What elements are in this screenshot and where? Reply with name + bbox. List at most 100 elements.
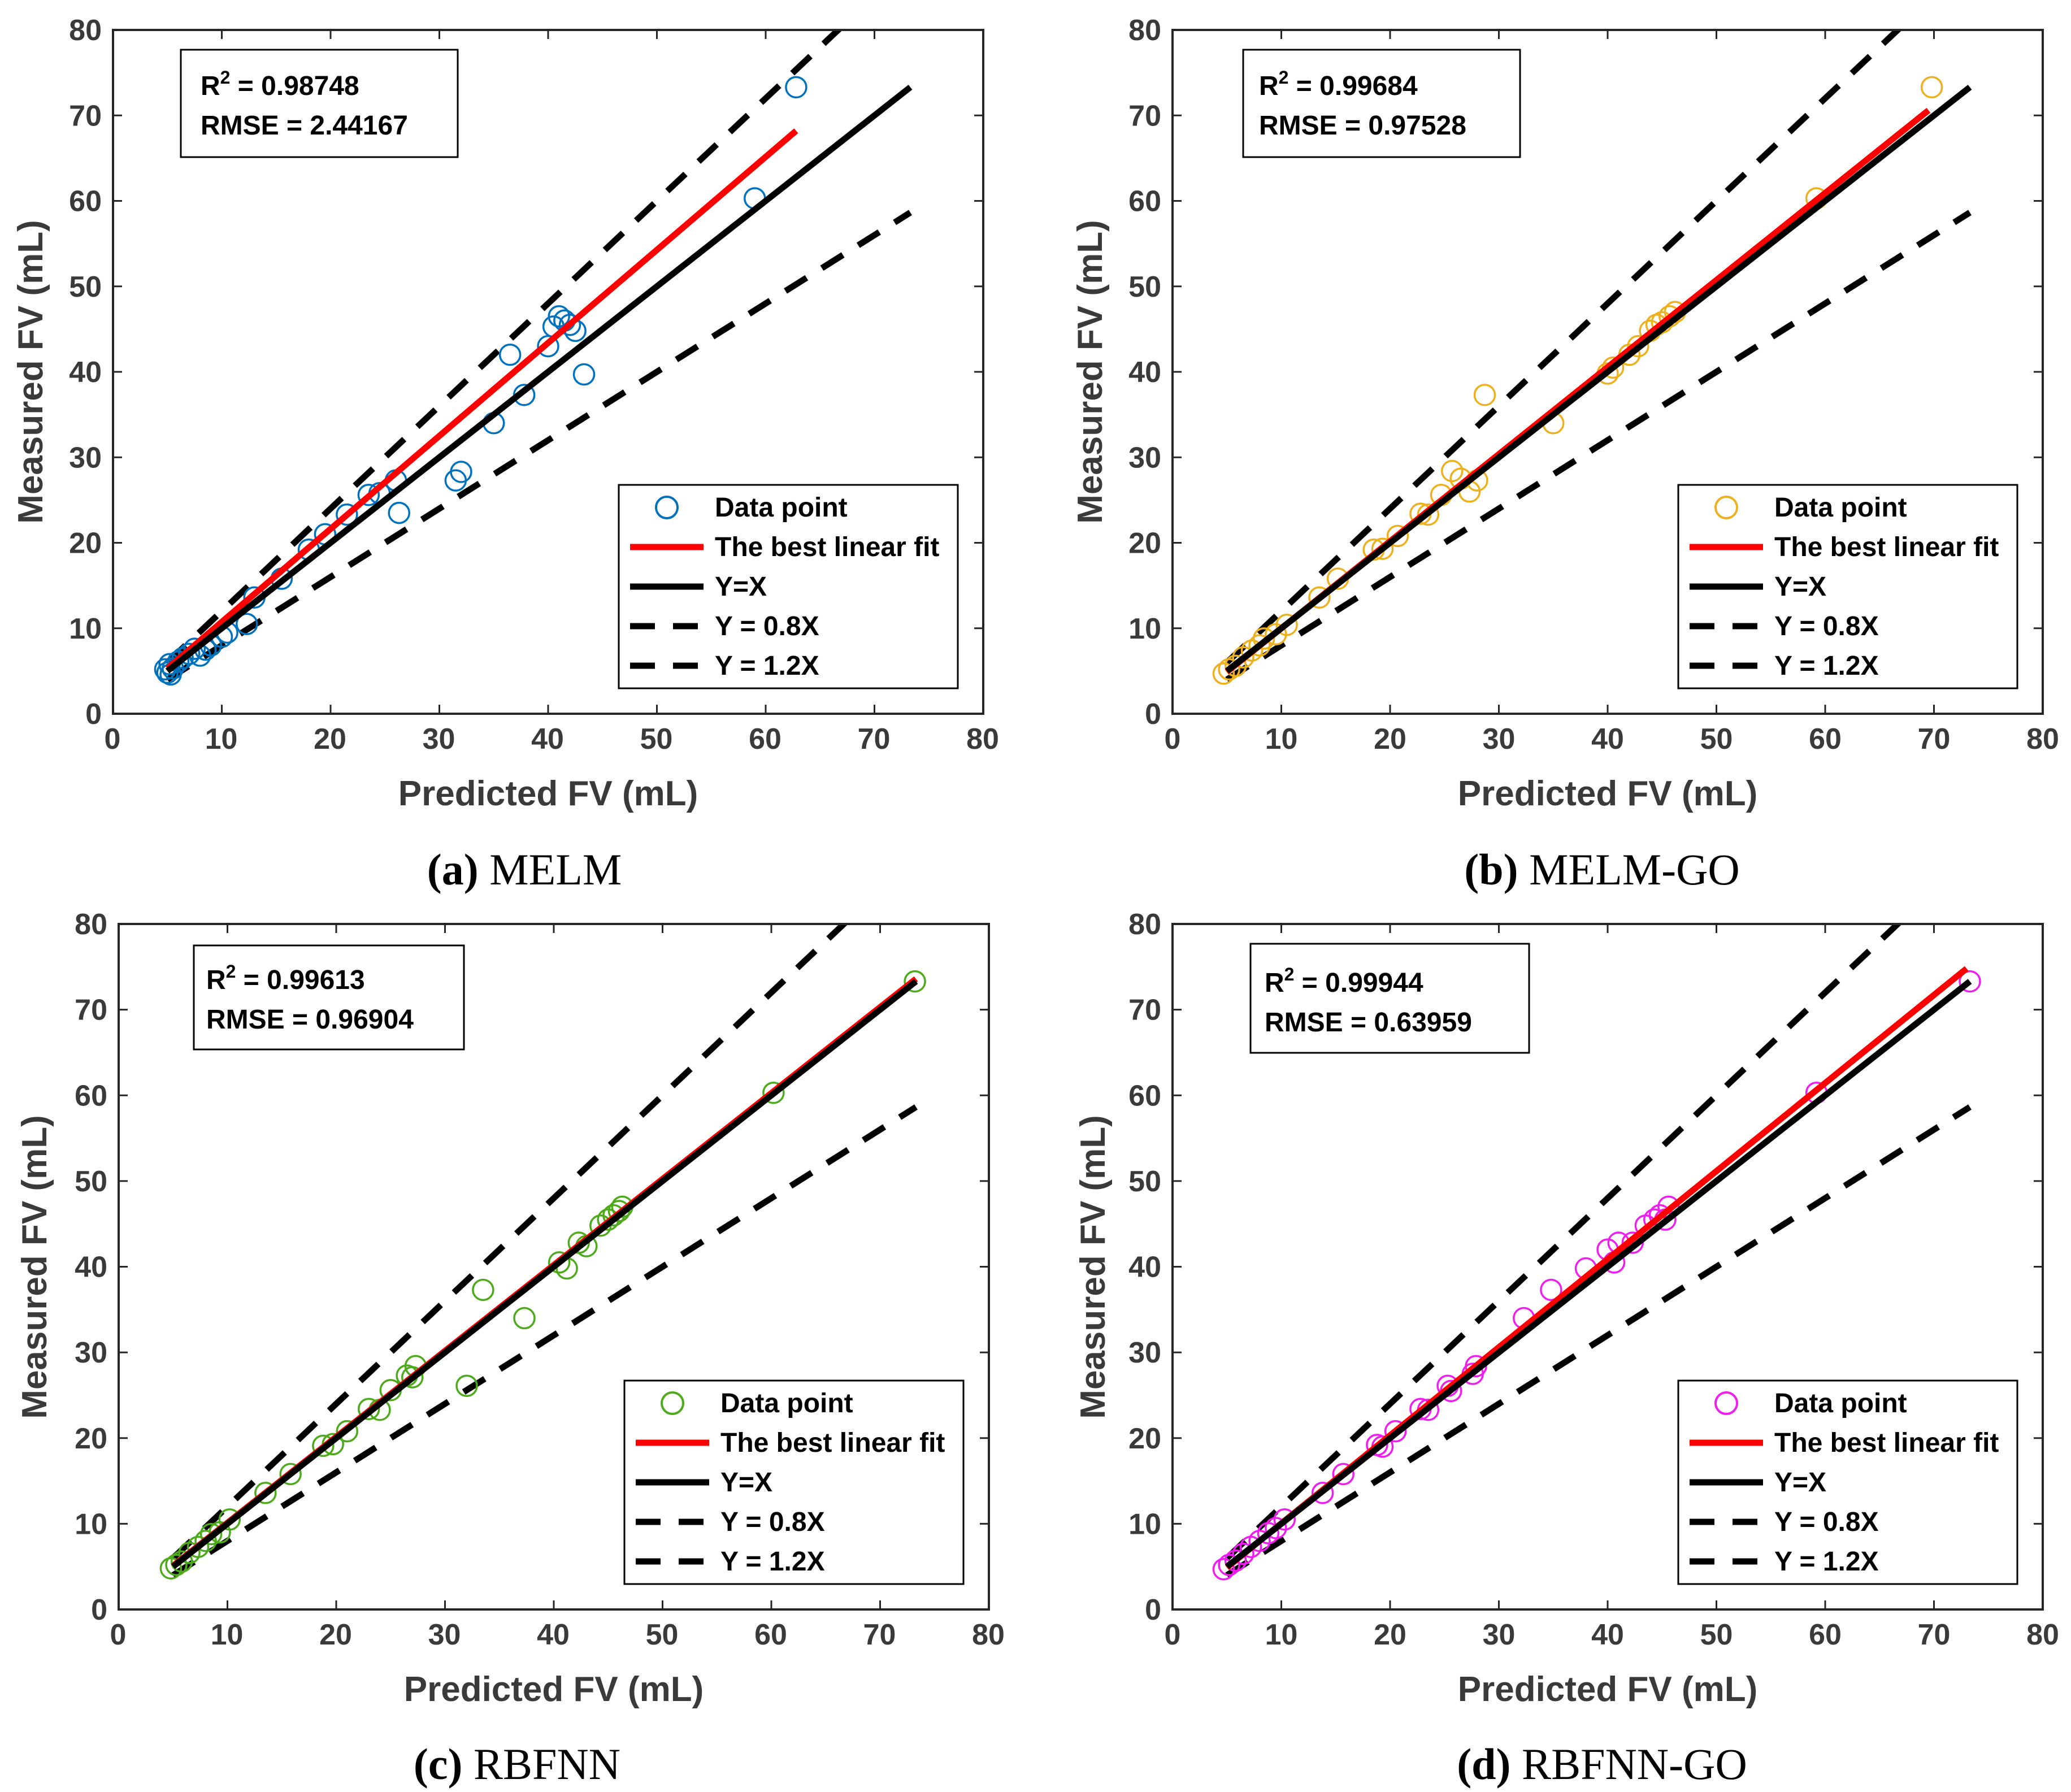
data-point <box>1248 1529 1271 1552</box>
caption-letter: (b) <box>1464 845 1518 894</box>
r2-value: = 0.98748 <box>230 71 359 101</box>
data-point <box>1273 1508 1296 1531</box>
y-tick-label: 60 <box>1128 185 1161 218</box>
legend: Data point The best linear fit Y=X Y = 0… <box>623 1379 965 1585</box>
legend: Data point The best linear fit Y=X Y = 0… <box>1677 484 2018 689</box>
data-point <box>170 1550 193 1573</box>
plot-area-border <box>1171 923 2044 1611</box>
y-tick-label: 60 <box>1128 1079 1161 1112</box>
x-tick-label: 80 <box>972 1619 1005 1651</box>
y-tick-label: 10 <box>69 613 102 645</box>
data-point <box>357 484 380 506</box>
y-tick-label: 60 <box>69 185 102 218</box>
x-axis-label: Predicted FV (mL) <box>404 1670 704 1709</box>
x-tick-label: 70 <box>858 723 891 756</box>
plot-series <box>154 30 913 686</box>
y-tick-label: 0 <box>1145 698 1161 731</box>
data-point <box>159 1557 183 1580</box>
legend-label-y-equals-x: Y=X <box>715 572 767 602</box>
plot-series <box>1212 924 1981 1581</box>
data-point <box>358 1398 380 1420</box>
y-tick-label: 70 <box>69 99 102 132</box>
data-point <box>904 970 926 993</box>
reference-line-y-equals-x <box>171 979 918 1569</box>
x-tick-label: 20 <box>1374 1619 1406 1651</box>
legend: Data point The best linear fit Y=X Y = 0… <box>618 484 959 689</box>
r2-superscript: 2 <box>1284 964 1295 984</box>
caption-name: MELM <box>489 845 622 894</box>
legend-label-best-fit: The best linear fit <box>720 1428 945 1458</box>
reference-line-y-equals-x <box>165 85 913 674</box>
x-tick-label: 60 <box>1809 723 1842 756</box>
plot-layer: 0 10 20 30 40 50 60 70 80 0 10 20 30 40 50 60 70 80 <box>75 908 1005 1651</box>
legend-label-y-equals-x: Y=X <box>1774 1468 1826 1498</box>
caption-name: MELM-GO <box>1529 845 1740 894</box>
data-point <box>1224 654 1247 678</box>
rmse-text: RMSE = 0.97528 <box>1259 111 1466 141</box>
data-point <box>1473 384 1496 406</box>
data-point <box>388 501 411 524</box>
stats-box-border <box>1249 943 1530 1054</box>
x-tick-label: 0 <box>1165 1619 1181 1651</box>
legend-marker-data-point <box>1714 1391 1738 1415</box>
x-tick-label: 20 <box>314 723 346 756</box>
plot-layer: 0 10 20 30 40 50 60 70 80 0 10 20 30 40 50 60 70 80 <box>69 14 999 756</box>
legend-marker-data-point <box>655 496 679 519</box>
data-point <box>1212 1557 1235 1581</box>
y-tick-label: 40 <box>1128 1251 1161 1284</box>
x-tick-label: 50 <box>640 723 673 756</box>
x-tick-label: 60 <box>754 1619 787 1651</box>
caption: (a) MELM <box>427 845 622 894</box>
data-point <box>1384 1420 1407 1443</box>
data-point <box>513 1307 536 1330</box>
x-tick-label: 40 <box>1591 1619 1624 1651</box>
r2-value: = 0.99613 <box>236 965 364 995</box>
reference-line-y-0.8x <box>166 210 912 683</box>
data-point <box>254 1482 277 1504</box>
x-tick-label: 70 <box>863 1619 896 1651</box>
data-point <box>472 1278 494 1301</box>
r2-label: R <box>1259 71 1279 101</box>
legend-label-y-1.2x: Y = 1.2X <box>1774 651 1879 681</box>
legend-label-y-equals-x: Y=X <box>1774 572 1826 602</box>
legend-label-y-1.2x: Y = 1.2X <box>720 1547 825 1577</box>
stats-box: R2 = 0.99684 RMSE = 0.97528 <box>1242 49 1521 158</box>
caption-name: RBFNN <box>474 1739 620 1789</box>
x-tick-label: 60 <box>1809 1619 1842 1651</box>
legend-label-data-point: Data point <box>1774 493 1907 523</box>
legend-label-y-equals-x: Y=X <box>720 1468 772 1498</box>
x-tick-label: 40 <box>531 723 564 756</box>
y-tick-label: 10 <box>1128 1508 1161 1541</box>
data-point <box>183 637 206 660</box>
data-point <box>1920 76 1943 99</box>
rmse-text: RMSE = 0.63959 <box>1265 1008 1472 1038</box>
x-tick-label: 40 <box>1591 723 1624 756</box>
x-tick-label: 0 <box>1165 723 1181 756</box>
stats-box: R2 = 0.99613 RMSE = 0.96904 <box>193 944 465 1051</box>
x-tick-label: 30 <box>423 723 455 756</box>
data-point <box>1308 586 1331 609</box>
r2-label: R <box>206 965 226 995</box>
r2-label: R <box>1265 968 1284 998</box>
data-point <box>1218 1554 1240 1576</box>
y-tick-label: 80 <box>1128 14 1161 47</box>
y-tick-label: 50 <box>1128 1165 1161 1198</box>
data-point <box>1627 335 1649 358</box>
x-tick-label: 50 <box>1700 723 1733 756</box>
y-tick-label: 50 <box>69 271 102 303</box>
r2-superscript: 2 <box>226 961 236 982</box>
y-tick-label: 30 <box>1128 441 1161 474</box>
x-tick-label: 70 <box>1918 723 1951 756</box>
y-tick-label: 10 <box>1128 613 1161 645</box>
data-point <box>199 1522 223 1546</box>
panel-c: 0 10 20 30 40 50 60 70 80 0 10 20 30 40 50 60 70 80 R2 = … <box>15 908 1005 1789</box>
plot-area-border <box>112 29 984 715</box>
stats-box-border <box>180 49 459 158</box>
caption-letter: (c) <box>414 1739 463 1789</box>
x-tick-label: 10 <box>205 723 238 756</box>
y-tick-label: 80 <box>69 14 102 47</box>
caption: (d) RBFNN-GO <box>1457 1739 1747 1789</box>
plot-series <box>159 924 926 1580</box>
legend-label-data-point: Data point <box>720 1389 853 1418</box>
